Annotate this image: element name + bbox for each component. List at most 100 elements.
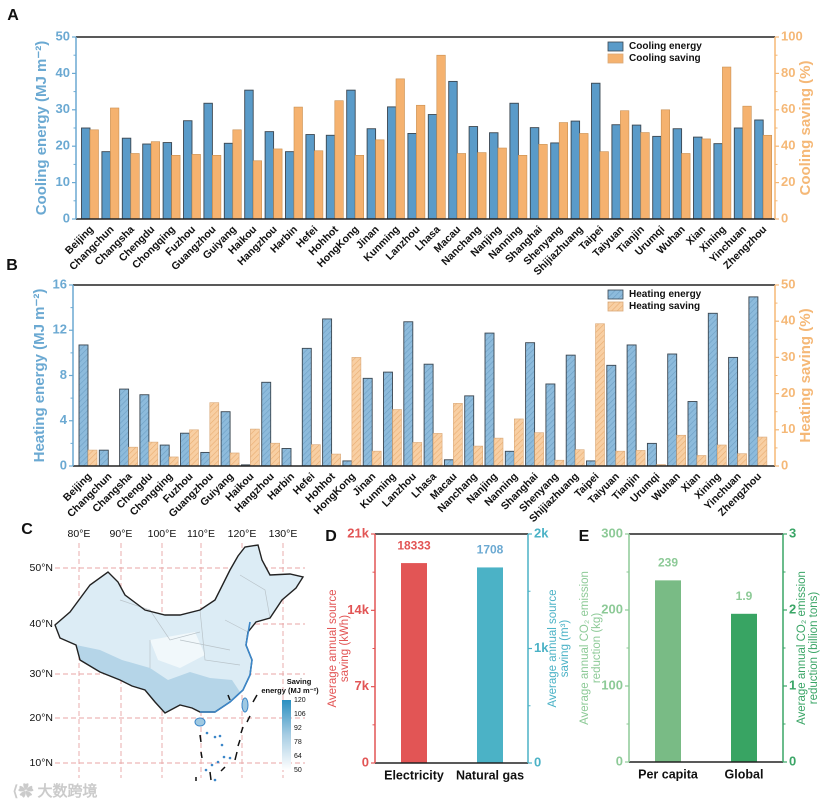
right-tick-label: 80	[781, 65, 795, 80]
bar-cooling-saving	[579, 133, 589, 220]
right-tick-label: 3	[789, 525, 796, 540]
island-dot	[213, 735, 217, 739]
panel-b-heating-chart: BeijingChangchunChangshaChengduChongqing…	[31, 276, 814, 524]
longitude-label: 100°E	[148, 528, 177, 540]
bar-heating-saving	[148, 441, 159, 467]
province-border	[224, 619, 249, 633]
colorbar-title: Saving	[287, 677, 312, 686]
legend-swatch	[607, 301, 624, 312]
bar-heating-saving	[473, 445, 484, 467]
left-tick-label: 8	[60, 367, 67, 382]
legend-swatch	[607, 289, 624, 300]
longitude-label: 110°E	[187, 528, 215, 540]
legend-label: Cooling saving	[629, 53, 701, 64]
nine-dash-line	[199, 734, 202, 743]
bar-heating-energy	[626, 344, 637, 467]
bar-cooling-saving	[191, 154, 201, 220]
panel-c-china-map: 80°E 90°E 100°E 110°E 120°E 130°E 50°N 40°N 30°N…	[12, 528, 319, 800]
bar-cooling-energy	[407, 133, 417, 220]
bar-cooling-energy	[489, 132, 499, 220]
bar-heating-energy	[728, 356, 739, 467]
right-tick-label: 2k	[534, 525, 549, 540]
bar-heating-saving	[331, 453, 341, 467]
left-tick-label: 21k	[347, 525, 369, 540]
bar-heating-saving	[513, 418, 524, 467]
bar-heating-energy	[464, 395, 475, 467]
left-tick-label: 14k	[347, 602, 369, 617]
bar-cooling-energy	[448, 80, 458, 220]
bar-heating-energy	[443, 459, 454, 467]
province-border	[119, 599, 201, 641]
bar-heating-energy	[545, 383, 556, 467]
nine-dash-line	[252, 694, 258, 703]
bar-heating-saving	[310, 444, 321, 467]
right-axis-title: reduction (billion tons)	[808, 592, 820, 705]
nine-dash-line	[209, 771, 212, 781]
right-tick-label: 30	[781, 349, 795, 364]
bar-heating-saving	[696, 455, 707, 467]
bar-cooling-saving	[334, 100, 344, 220]
bar-heating-saving	[737, 453, 747, 467]
right-axis-title: Cooling saving (%)	[797, 60, 814, 195]
bar-cooling-energy	[509, 102, 519, 220]
left-tick-label: 10	[56, 174, 70, 189]
left-tick-label: 40	[56, 65, 70, 80]
bar-cooling-energy	[162, 142, 173, 220]
bar-value-label: 18333	[397, 538, 431, 552]
bar-cooling-energy	[387, 106, 397, 220]
bar-cooling-saving	[477, 152, 487, 220]
bar-cooling-energy	[754, 119, 764, 220]
bar-heating-saving	[595, 323, 605, 467]
left-tick-label: 30	[56, 101, 70, 116]
bar-heating-energy	[98, 449, 109, 467]
nine-dash-line	[227, 694, 231, 701]
bar-value-label: 239	[658, 556, 678, 570]
bar-heating-saving	[371, 450, 382, 467]
bar-cooling-saving	[620, 110, 630, 220]
panel-label: A	[7, 7, 19, 24]
island-dot	[228, 756, 232, 760]
bar-cooling-energy	[366, 128, 377, 220]
right-tick-label: 40	[781, 313, 795, 328]
left-tick-label: 0	[63, 210, 70, 225]
bar-heating-saving	[554, 459, 565, 467]
bar-heating-saving	[229, 452, 240, 467]
left-tick-label: 4	[60, 412, 68, 427]
left-tick-label: 100	[601, 677, 623, 692]
island-dot	[210, 763, 214, 767]
bar-heating-energy	[301, 347, 312, 467]
coastline	[200, 621, 253, 713]
bar-heating-energy	[667, 353, 678, 467]
bar-heating-saving	[209, 402, 220, 467]
bar-cooling-saving	[599, 151, 609, 220]
island-dot	[220, 743, 224, 747]
bar-heating-saving	[534, 432, 544, 467]
bar-cooling-saving	[314, 150, 324, 220]
bar-cooling-saving	[456, 153, 467, 220]
bar-heating-saving	[250, 428, 260, 467]
bar-heating-energy	[565, 354, 576, 467]
nine-dash-line	[246, 715, 251, 723]
bar-cooling-energy	[631, 124, 642, 220]
legend-swatch	[607, 41, 624, 52]
bar-cooling-energy	[244, 89, 254, 220]
bar-cooling-saving	[660, 109, 671, 220]
right-tick-label: 100	[781, 28, 803, 43]
bar-cooling-energy	[570, 120, 581, 220]
bar-heating-energy	[423, 363, 434, 467]
panel-d-source-saving-chart: 18333 Electricity 1708 Natural gas 0 7k 14k 21k…	[327, 525, 571, 782]
nine-dash-line	[200, 751, 203, 759]
bar-cooling-energy	[305, 134, 315, 220]
bar-heating-energy	[646, 442, 657, 467]
nine-dash-line	[240, 726, 244, 734]
province-border	[199, 609, 241, 666]
right-axis-title: Average annual CO₂ emission	[796, 571, 808, 725]
bar-natural-gas	[477, 567, 503, 763]
bar-cooling-energy	[733, 127, 744, 220]
colorbar	[282, 700, 291, 770]
bar-cooling-saving	[375, 139, 385, 220]
panel-label: B	[6, 257, 18, 274]
island-dot	[205, 731, 209, 735]
bar-heating-energy	[525, 342, 536, 467]
bar-heating-energy	[200, 451, 211, 467]
